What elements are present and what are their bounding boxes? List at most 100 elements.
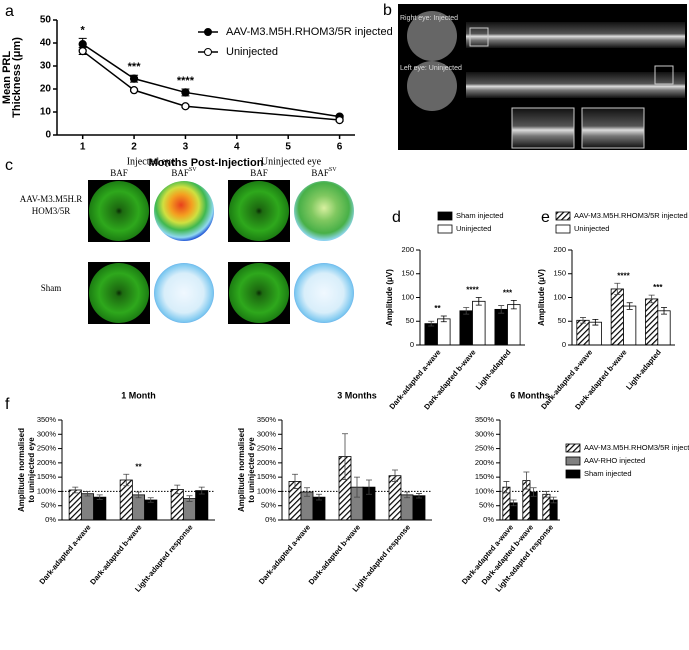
- y-tick-label: 100%: [475, 486, 495, 495]
- annotation: ****: [466, 286, 479, 295]
- y-tick-label: 150%: [257, 472, 277, 481]
- bar: [412, 495, 426, 521]
- y-axis-label: to uninjected eye: [247, 437, 256, 503]
- x-tick-label: 5: [285, 142, 291, 153]
- bar: [312, 496, 326, 521]
- annotation: ***: [653, 283, 663, 292]
- error-bar: [186, 495, 193, 502]
- legend-marker: [204, 28, 212, 36]
- bar: [576, 319, 590, 346]
- image-label: Right eye: Injected: [400, 15, 458, 22]
- y-tick-label: 150: [401, 269, 414, 278]
- point: [129, 74, 139, 83]
- y-tick-label: 30: [40, 61, 52, 72]
- error-bar: [510, 299, 517, 310]
- legend-label: AAV-RHO injected: [584, 456, 645, 465]
- error-bar: [475, 297, 482, 306]
- error-bar: [440, 315, 447, 323]
- error-bar: [147, 497, 154, 503]
- zoom-box: [654, 65, 674, 85]
- y-tick-label: 50%: [479, 501, 494, 510]
- error-bar: [304, 487, 310, 497]
- bar: [507, 304, 521, 346]
- y-tick-label: 350%: [37, 415, 57, 424]
- legend-label: Uninjected: [456, 224, 491, 233]
- column-label: BAFSV: [311, 167, 337, 178]
- panel-label: d: [392, 209, 401, 226]
- bar: [588, 321, 602, 346]
- panel-label: f: [5, 396, 10, 413]
- point: [181, 102, 190, 111]
- y-axis-label: to uninjected eye: [27, 437, 36, 503]
- fundus-image: [154, 181, 214, 241]
- y-tick-label: 200%: [37, 458, 57, 467]
- annotation: ****: [177, 75, 195, 87]
- y-tick-label: 200%: [257, 458, 277, 467]
- y-tick-label: 50: [406, 316, 414, 325]
- y-tick-label: 0: [410, 340, 414, 349]
- y-tick-label: 0: [562, 340, 566, 349]
- error-bar: [416, 493, 422, 499]
- fundus-image: [89, 181, 149, 241]
- x-tick-label: 3: [183, 142, 189, 153]
- bar: [388, 475, 402, 521]
- y-tick-label: 0%: [483, 515, 494, 524]
- y-tick-label: 50: [558, 316, 566, 325]
- legend-swatch: [555, 224, 571, 234]
- y-tick-label: 300%: [475, 429, 495, 438]
- bar: [645, 298, 659, 346]
- y-axis-label: Thickness (μm): [11, 37, 23, 118]
- row-label: AAV-M3.M5H.RHOM3/5R: [19, 194, 83, 216]
- y-tick-label: 150%: [475, 472, 495, 481]
- legend-swatch: [437, 211, 453, 221]
- series-line: [82, 43, 340, 118]
- y-tick-label: 0%: [265, 515, 276, 524]
- y-tick-label: 250%: [37, 444, 57, 453]
- bar: [93, 496, 107, 521]
- chart-title: 3 Months: [337, 390, 377, 400]
- legend-label: AAV-M3.M5H.RHOM3/5R injected: [584, 443, 689, 452]
- panel-label: b: [383, 2, 392, 19]
- y-tick-label: 100%: [257, 486, 277, 495]
- column-label-text: BAF: [311, 168, 329, 178]
- oct-scan: [466, 22, 685, 48]
- legend-marker: [204, 48, 212, 56]
- legend-label: Uninjected: [226, 46, 278, 58]
- x-tick-label: 6: [337, 142, 343, 153]
- error-bar: [96, 494, 103, 500]
- row-label: Sham: [40, 283, 62, 293]
- x-tick-label: Dark-adapted b-wave: [307, 523, 362, 587]
- x-tick-label: Light-adapted response: [133, 523, 195, 594]
- column-label: BAF: [250, 168, 268, 178]
- y-tick-label: 10: [40, 107, 52, 118]
- series-line: [82, 50, 340, 121]
- error-bar: [392, 469, 398, 482]
- y-tick-label: 350%: [475, 415, 495, 424]
- error-bar: [366, 479, 372, 495]
- column-label: BAF: [110, 168, 128, 178]
- error-bar: [84, 491, 91, 497]
- annotation: **: [434, 304, 441, 313]
- legend-swatch: [555, 211, 571, 221]
- column-label-sup: SV: [329, 167, 337, 173]
- fundus-image: [154, 263, 214, 323]
- error-bar: [543, 491, 550, 498]
- y-tick-label: 300%: [37, 429, 57, 438]
- error-bar: [72, 486, 79, 494]
- x-tick-label: 4: [234, 142, 240, 153]
- y-tick-label: 40: [40, 38, 52, 49]
- y-tick-label: 20: [40, 84, 52, 95]
- bar: [459, 310, 473, 346]
- panel-label: c: [5, 157, 13, 174]
- bar: [68, 489, 82, 521]
- fundus-image: [294, 263, 354, 323]
- error-bar: [626, 302, 633, 310]
- error-bar: [530, 487, 537, 497]
- y-axis-label: Amplitude normalised: [17, 428, 26, 512]
- oct-scan: [466, 72, 685, 98]
- bar: [400, 494, 414, 521]
- error-bar: [579, 317, 586, 324]
- y-tick-label: 250%: [475, 444, 495, 453]
- annotation: **: [135, 462, 142, 471]
